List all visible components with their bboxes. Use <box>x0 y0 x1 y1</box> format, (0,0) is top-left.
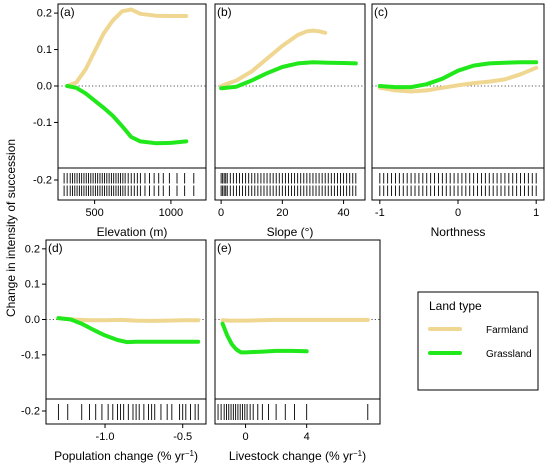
series-line-grassland <box>219 60 358 91</box>
x-tick-label: 20 <box>276 207 288 219</box>
series-line-farmland <box>219 28 328 88</box>
series-line-farmland <box>56 316 201 323</box>
y-tick-label: 0.1 <box>37 44 52 56</box>
y-tick-label: 0.0 <box>37 81 52 93</box>
series-line-grassland <box>220 321 309 355</box>
y-tick-label: 0.2 <box>37 8 52 20</box>
x-axis-label-superscript: −1 <box>185 449 195 458</box>
x-axis-label-end: ) <box>362 449 366 463</box>
y-tick-label: 0.2 <box>25 243 40 255</box>
panel-frame <box>214 3 366 201</box>
x-axis-label: Slope (°) <box>267 225 314 239</box>
panel-1: -0.2 -0.1 0.0 0.1 0.2 500 1000 Elevation (m) (a) <box>33 3 207 239</box>
legend-box <box>417 291 539 391</box>
y-tick-label: -0.1 <box>21 349 40 361</box>
x-axis-label-end: ) <box>194 449 198 463</box>
panel-5: 0 4 Livestock change (% yr−1) (e) <box>214 239 381 464</box>
panel-frame <box>371 3 545 201</box>
x-axis-label: Population change (% yr−1) <box>54 449 198 464</box>
x-axis-label: Northness <box>431 225 486 239</box>
series-line-grassland <box>56 316 201 345</box>
y-tick-label: -0.1 <box>33 117 52 129</box>
panel-label: (e) <box>217 241 232 255</box>
legend: Land type Farmland Grassland <box>417 291 539 391</box>
y-tick-label: 0.0 <box>25 314 40 326</box>
x-tick-label: 1000 <box>159 207 183 219</box>
series-line-grassland <box>377 60 539 90</box>
y-tick-label: -0.2 <box>21 406 40 418</box>
series-line-farmland <box>65 7 189 88</box>
x-tick-label: -1 <box>375 207 385 219</box>
y-tick-label: 0.1 <box>25 279 40 291</box>
panel-frame <box>57 3 207 201</box>
panel-label: (d) <box>48 241 63 255</box>
x-tick-label: 0 <box>242 431 248 443</box>
panel-4: -0.2 -0.1 0.0 0.1 0.2 -1.0 -0.5 Population chan… <box>21 239 207 464</box>
x-tick-label: 4 <box>304 431 310 443</box>
x-axis-label: Elevation (m) <box>97 225 168 239</box>
panel-label: (b) <box>217 5 232 19</box>
x-axis-label-superscript: −1 <box>353 449 363 458</box>
x-tick-label: 0 <box>455 207 461 219</box>
x-axis-label: Livestock change (% yr−1) <box>229 449 366 464</box>
x-tick-label: -0.5 <box>173 431 192 443</box>
panel-frame <box>214 239 381 425</box>
legend-title: Land type <box>429 299 482 313</box>
x-tick-label: -1.0 <box>96 431 115 443</box>
x-tick-label: 0 <box>218 207 224 219</box>
panel-3: -1 0 1 Northness (c) <box>371 3 545 239</box>
series-line-farmland <box>220 317 370 323</box>
panel-2: 0 20 40 Slope (°) (b) <box>214 3 366 239</box>
panel-label: (a) <box>60 5 75 19</box>
panel-label: (c) <box>374 5 388 19</box>
legend-label-grassland: Grassland <box>486 349 532 360</box>
x-tick-label: 1 <box>533 207 539 219</box>
series-line-grassland <box>65 84 189 146</box>
series-line-farmland <box>377 65 539 94</box>
legend-label-farmland: Farmland <box>486 325 528 336</box>
y-tick-label: -0.2 <box>33 175 52 187</box>
y-axis-label: Change in intensity of succession <box>4 139 18 317</box>
x-tick-label: 40 <box>337 207 349 219</box>
panel-frame <box>45 239 207 425</box>
x-tick-label: 500 <box>85 207 103 219</box>
